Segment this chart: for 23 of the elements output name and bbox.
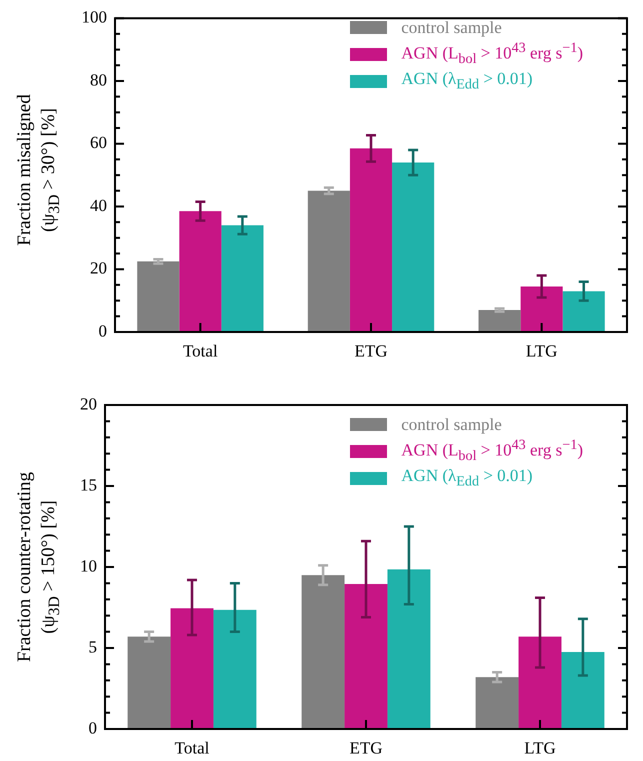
x-tick-label: Total — [174, 738, 210, 758]
y-tick-label: 40 — [90, 196, 107, 215]
x-tick-label: LTG — [524, 738, 556, 758]
x-tick-label: LTG — [526, 342, 558, 361]
y-tick-label: 0 — [98, 321, 107, 340]
y-tick-label: 20 — [80, 394, 97, 414]
y-tick-label: 20 — [90, 258, 107, 278]
legend-label: AGN (λ$_{Edd}$ > 0.01) — [401, 69, 533, 94]
y-tick-label: 15 — [80, 475, 97, 494]
y-tick-label: 80 — [90, 70, 107, 90]
legend-label: control sample — [401, 18, 502, 38]
y-tick-label: 100 — [82, 8, 107, 27]
y-tick-label: 10 — [80, 556, 97, 576]
legend-label: AGN (L$_{bol}$ > 10$^{43}$ erg s$^{−1}$) — [401, 437, 583, 466]
x-tick-label: ETG — [349, 738, 383, 758]
y-tick-label: 0 — [88, 718, 97, 738]
legend-label: AGN (λ$_{Edd}$ > 0.01) — [401, 466, 533, 491]
legend-label: control sample — [401, 414, 502, 434]
x-tick-label: ETG — [354, 342, 388, 361]
legend-label: AGN (L$_{bol}$ > 10$^{43}$ erg s$^{−1}$) — [401, 40, 583, 69]
y-tick-label: 60 — [90, 133, 107, 152]
y-tick-label: 5 — [88, 637, 97, 656]
x-tick-label: Total — [182, 342, 218, 361]
